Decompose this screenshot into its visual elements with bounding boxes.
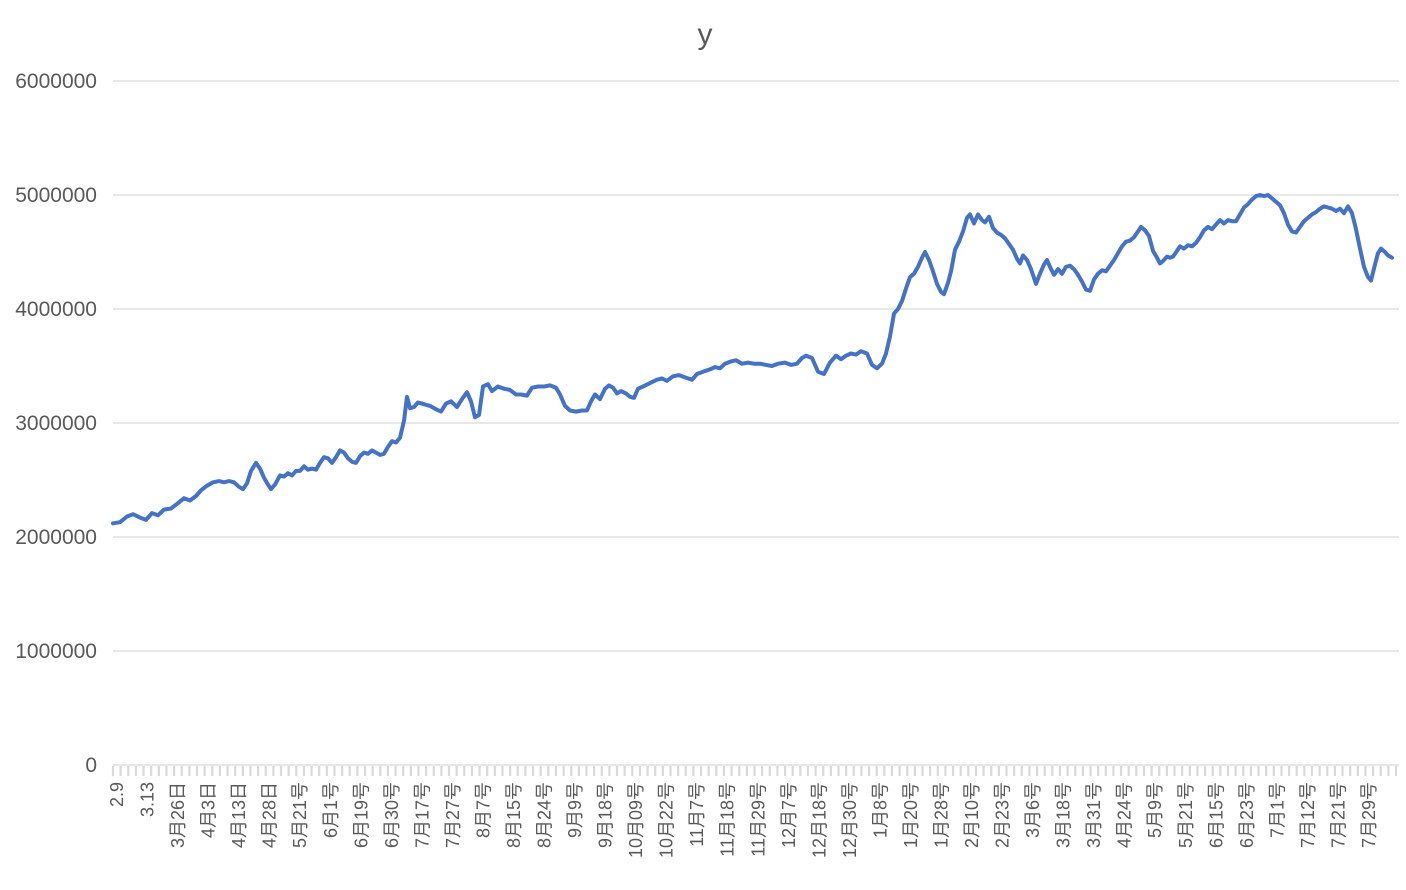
x-tick-label: 2月23号 [993, 782, 1013, 848]
x-tick-label: 3月18号 [1054, 782, 1074, 848]
x-tick-label: 3月31号 [1084, 782, 1104, 848]
y-tick-label: 6000000 [15, 70, 97, 93]
x-tick-label: 10月22号 [657, 782, 677, 858]
x-tick-label: 1月20号 [901, 782, 921, 848]
x-tick-label: 12月18号 [809, 782, 829, 858]
x-tick-label: 6月30号 [382, 782, 402, 848]
x-tick-label: 7月21号 [1328, 782, 1348, 848]
y-tick-label: 1000000 [15, 640, 97, 663]
x-tick-label: 4月13日 [229, 782, 249, 848]
series-line [111, 193, 1394, 526]
x-tick-label: 12月30号 [840, 782, 860, 858]
x-tick-label: 11月7号 [687, 782, 707, 847]
y-tick-label: 4000000 [15, 298, 97, 321]
x-tick-label: 8月24号 [535, 782, 555, 848]
y-tick-label: 0 [85, 754, 97, 777]
y-axis-labels: 0 1000000 2000000 3000000 4000000 5000000 6000… [15, 70, 97, 777]
x-tick-label: 8月15号 [504, 782, 524, 848]
x-tick-label: 10月09号 [626, 782, 646, 858]
x-tick-label: 4月24号 [1115, 782, 1135, 848]
x-tick-label: 5月21号 [290, 782, 310, 848]
x-tick-label: 7月12号 [1298, 782, 1318, 848]
x-tick-label: 9月18号 [596, 782, 616, 848]
x-tick-label: 7月27号 [443, 782, 463, 848]
x-tick-label: 6月15号 [1206, 782, 1226, 848]
x-tick-label: 9月9号 [565, 782, 585, 838]
x-tick-label: 1月28号 [931, 782, 951, 848]
y-tick-label: 3000000 [15, 412, 97, 435]
x-tick-label: 3月6号 [1023, 782, 1043, 838]
y-tick-label: 5000000 [15, 184, 97, 207]
x-tick-label: 7月29号 [1359, 782, 1379, 848]
x-tick-label: 6月19号 [351, 782, 371, 848]
x-tick-label: 7月17号 [412, 782, 432, 848]
x-tick-label: 3.13 [138, 782, 158, 817]
x-tick-label: 12月7号 [779, 782, 799, 848]
x-tick-label: 11月18号 [718, 782, 738, 857]
x-tick-label: 8月7号 [473, 782, 493, 838]
x-tick-label: 1月8号 [870, 782, 890, 838]
x-tick-label: 2.9 [107, 782, 127, 807]
x-axis-labels: 2.9 3.13 3月26日 4月3日 4月13日 4月28日 5月21号 6月1号 6月19号… [107, 782, 1379, 858]
gridlines [113, 80, 1399, 766]
x-axis-ticks [111, 766, 1398, 776]
x-tick-label: 6月23号 [1237, 782, 1257, 848]
chart-title: y [698, 18, 713, 51]
x-tick-label: 4月28日 [260, 782, 280, 848]
x-tick-label: 6月1号 [321, 782, 341, 838]
x-tick-label: 3月26日 [168, 782, 188, 848]
x-tick-label: 7月1号 [1267, 782, 1287, 838]
y-tick-label: 2000000 [15, 526, 97, 549]
x-tick-label: 5月21号 [1176, 782, 1196, 848]
x-tick-label: 4月3日 [199, 782, 219, 838]
x-tick-label: 2月10号 [962, 782, 982, 848]
x-tick-label: 5月9号 [1145, 782, 1165, 838]
x-tick-label: 11月29号 [748, 782, 768, 857]
